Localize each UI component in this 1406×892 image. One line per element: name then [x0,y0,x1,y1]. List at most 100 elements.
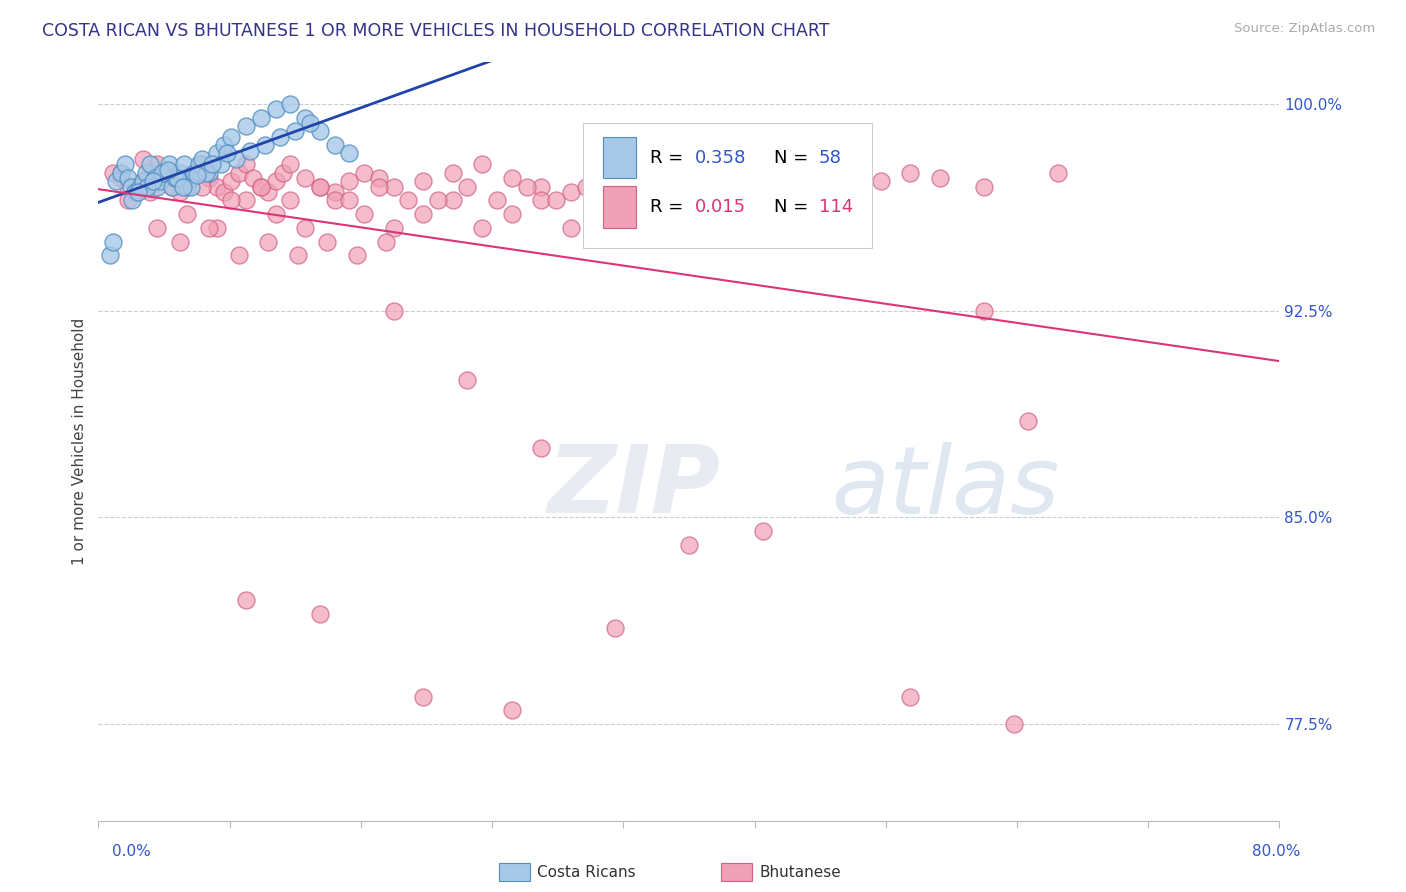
Point [221,129,243,144]
Point [516,179,538,194]
Point [235,593,257,607]
Point [176,207,198,221]
Point [195,166,218,180]
Point [546,194,568,208]
Point [110,171,132,186]
Point [166,171,188,186]
Point [316,235,339,249]
Point [457,372,479,386]
Point [560,185,582,199]
Point [339,194,361,208]
Point [139,185,162,199]
FancyBboxPatch shape [603,186,636,227]
Text: COSTA RICAN VS BHUTANESE 1 OR MORE VEHICLES IN HOUSEHOLD CORRELATION CHART: COSTA RICAN VS BHUTANESE 1 OR MORE VEHIC… [42,22,830,40]
Point [162,179,183,194]
Point [143,171,166,186]
Point [323,138,346,153]
FancyBboxPatch shape [582,123,872,248]
Point [191,157,214,171]
Point [128,179,150,194]
Point [114,157,136,171]
Point [139,157,162,171]
Point [180,171,202,186]
Point [242,171,264,186]
Point [228,248,250,262]
Point [382,179,405,194]
Point [1002,717,1025,731]
Point [250,179,273,194]
Y-axis label: 1 or more Vehicles in Household: 1 or more Vehicles in Household [72,318,87,566]
Point [309,607,332,621]
Point [1047,166,1070,180]
Point [309,124,332,138]
Point [412,690,434,704]
Point [382,303,405,318]
Point [124,179,146,194]
Point [427,194,450,208]
Point [412,207,434,221]
Point [811,179,834,194]
Point [752,166,775,180]
Text: N =: N = [773,198,814,216]
Point [121,194,143,208]
Point [900,690,922,704]
Point [375,235,398,249]
Point [501,703,523,717]
Text: 0.0%: 0.0% [112,845,152,859]
Point [162,179,183,194]
Point [254,138,277,153]
Point [221,194,243,208]
Point [198,220,221,235]
Text: Costa Ricans: Costa Ricans [537,865,636,880]
Point [737,174,759,188]
Text: 80.0%: 80.0% [1253,845,1301,859]
Point [198,171,221,186]
Point [117,194,139,208]
Point [156,163,179,178]
Point [157,157,180,171]
Point [124,185,146,199]
Point [900,166,922,180]
Point [441,194,464,208]
Point [117,179,139,194]
Point [678,538,700,552]
Point [605,194,627,208]
Point [180,179,202,194]
Point [1018,414,1040,428]
Point [323,185,346,199]
Point [323,194,346,208]
Point [368,171,391,186]
Point [257,185,280,199]
Point [183,166,205,180]
Point [280,96,302,111]
Point [205,179,228,194]
Point [98,248,121,262]
Point [127,185,149,199]
Text: N =: N = [773,149,814,167]
Point [169,235,191,249]
Point [176,179,198,194]
Point [870,174,893,188]
Point [153,171,176,186]
Text: 0.015: 0.015 [695,198,747,216]
Point [501,171,523,186]
Point [235,119,257,133]
Point [589,174,612,188]
Point [298,116,321,130]
Point [309,179,332,194]
Point [191,152,214,166]
Point [486,194,509,208]
Point [707,185,730,199]
Point [782,171,804,186]
Point [294,111,316,125]
Point [176,174,198,188]
Point [648,220,671,235]
Point [172,179,194,194]
Point [264,207,287,221]
Point [239,144,262,158]
Point [201,157,224,171]
Point [187,157,209,171]
Point [124,185,146,199]
Point [287,248,309,262]
Point [264,103,287,117]
